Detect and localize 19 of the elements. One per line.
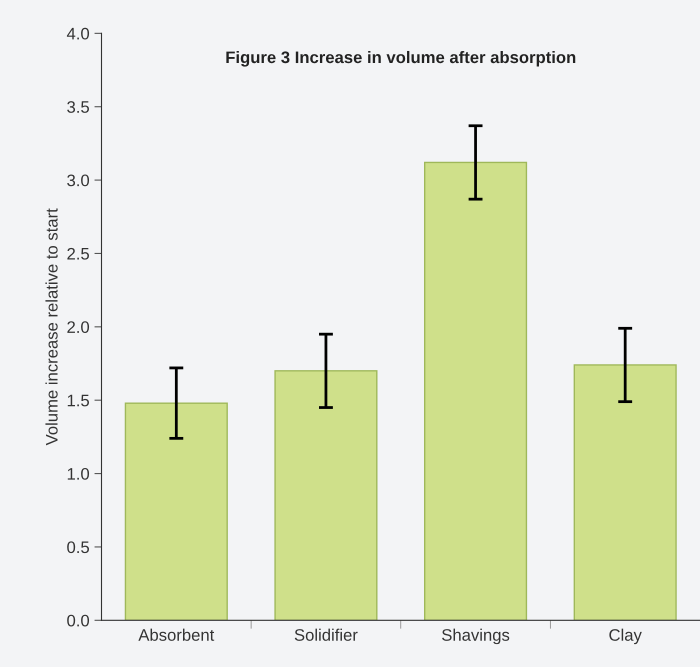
y-tick-label: 0.5 xyxy=(67,541,89,554)
bar xyxy=(424,162,528,620)
y-tick-label: 4.0 xyxy=(66,28,90,40)
bar xyxy=(574,364,677,620)
y-tick-label: 1.5 xyxy=(68,394,89,406)
x-tick-label: Shavings xyxy=(442,628,510,644)
bar xyxy=(274,370,378,620)
text: Figure 3 Increase in volume after absorption xyxy=(226,50,576,67)
y-tick-label: 3.5 xyxy=(67,101,89,113)
x-tick-label: Solidifier xyxy=(294,628,358,641)
y-tick-label: 3.0 xyxy=(67,174,90,186)
y-tick-label: 0.0 xyxy=(67,614,90,627)
y-axis-title: Volume increase relative to start xyxy=(45,208,58,446)
x-tick-label: Clay xyxy=(609,628,642,644)
y-tick-label: 2.5 xyxy=(67,248,89,260)
y-tick-label: 1.0 xyxy=(68,468,90,480)
y-tick-label: 2.0 xyxy=(67,321,90,334)
x-tick-label: Absorbent xyxy=(138,628,214,641)
bar xyxy=(124,402,228,620)
